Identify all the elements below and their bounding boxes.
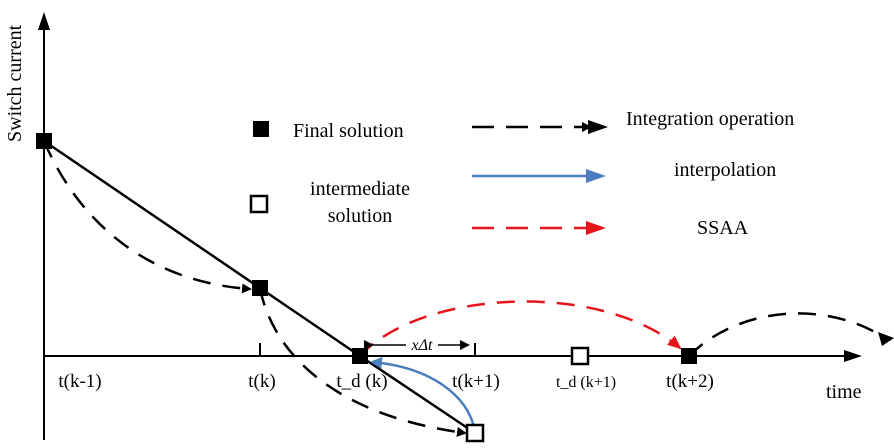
y-axis-arrow-icon [38,12,50,30]
y-axis-label: Switch current [4,24,26,142]
legend-interpolation-label: interpolation [674,159,776,181]
legend-interpolation-arrow-icon [586,169,606,183]
final-solution-point [681,348,697,364]
integration-curve-3 [688,312,889,357]
solution-points [36,133,697,443]
integration-curve-2 [258,287,467,437]
legend-intermediate-marker [249,194,269,214]
legend-ssaa-label: SSAA [697,217,749,239]
legend-final-solution-marker [253,121,269,137]
legend-final-solution-label: Final solution [293,120,404,142]
x-axis-label: time [826,381,862,403]
step-annotation: xΔt [364,337,470,354]
integration-curve-1 [42,140,252,294]
legend-intermediate-label-line1: intermediate [310,178,410,200]
ssaa-arc [359,300,682,357]
legend-integration-arrow-icon [588,120,608,134]
tick-label-t-k-plus-1: t(k+1) [452,371,500,392]
tick-label-td-k-plus-1: t_d (k+1) [556,374,616,391]
tick-label-t-k-plus-2: t(k+2) [666,371,714,392]
legend-ssaa-arrow-icon [586,221,606,235]
tick-label-t-k-minus-1: t(k-1) [58,371,101,392]
x-axis-arrow-icon [844,350,862,362]
step-label: xΔt [411,337,433,354]
intermediate-solution-point [570,346,590,366]
final-solution-point [36,133,52,149]
legend-intermediate-label-line2: solution [328,205,392,227]
integration-end-arrow-icon [878,332,894,346]
tick-label-td-k: t_d (k) [336,371,387,392]
final-solution-point [352,348,368,364]
intermediate-solution-point [465,423,485,443]
final-solution-line [43,139,476,435]
tick-label-t-k: t(k) [248,371,275,392]
legend: Final solution intermediate solution Int… [249,108,794,239]
legend-integration-label: Integration operation [626,108,794,130]
integration-curves [42,140,889,437]
final-solution-point [252,280,268,296]
interpolation-curve [370,356,477,432]
tick-labels: t(k-1) t(k) t_d (k) t(k+1) t_d (k+1) t(k… [58,371,713,392]
axes [38,12,862,440]
